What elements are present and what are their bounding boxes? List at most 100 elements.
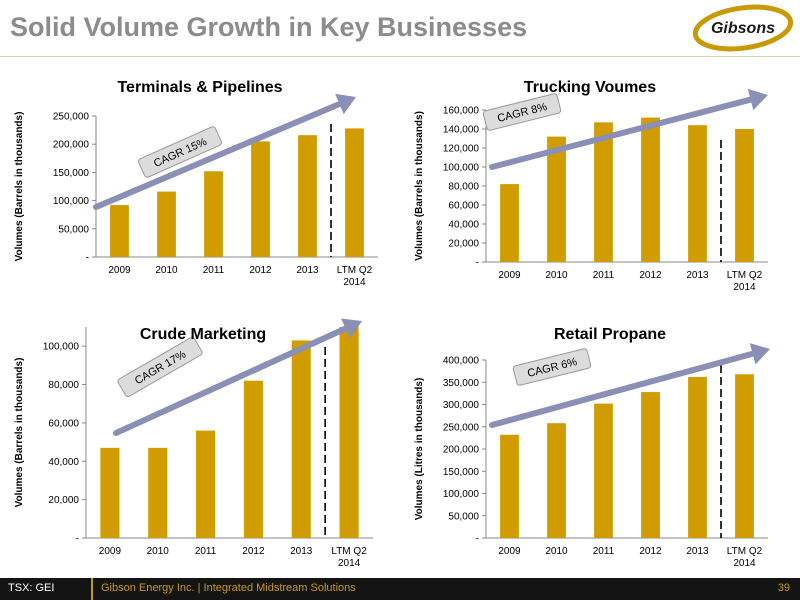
x-tick-label: 2014	[733, 282, 756, 293]
bar	[243, 380, 263, 538]
bar	[148, 447, 168, 538]
x-tick-label: LTM Q2	[331, 546, 367, 557]
chart-title: Crude Marketing	[140, 326, 266, 343]
footer-divider	[91, 578, 93, 600]
x-tick-label: 2013	[290, 546, 313, 557]
slide-title: Solid Volume Growth in Key Businesses	[10, 12, 528, 42]
y-tick-label: 100,000	[53, 196, 90, 207]
x-tick-label: 2009	[498, 270, 521, 281]
y-tick-label: 60,000	[448, 201, 479, 212]
x-tick-label: 2010	[545, 270, 568, 281]
y-tick-label: -	[476, 258, 479, 269]
footer-bar: TSX: GEI Gibson Energy Inc. | Integrated…	[0, 578, 800, 600]
trend-arrow	[489, 96, 754, 170]
y-axis-title: Volumes (Barrels in thousands)	[14, 112, 25, 262]
y-tick-label: 150,000	[53, 168, 90, 179]
bar	[157, 191, 176, 257]
y-tick-label: 250,000	[443, 422, 480, 433]
y-tick-label: 300,000	[443, 400, 480, 411]
y-tick-label: 100,000	[443, 163, 480, 174]
logo-ring-icon	[692, 4, 794, 52]
x-tick-label: 2013	[686, 270, 709, 281]
bar	[594, 403, 613, 538]
bar	[196, 430, 216, 538]
chart-title: Retail Propane	[554, 326, 666, 343]
bar	[641, 117, 660, 262]
bar	[345, 128, 364, 257]
footer-ticker: TSX: GEI	[8, 582, 55, 594]
x-tick-label: 2010	[147, 546, 170, 557]
cagr-label: CAGR 17%	[117, 336, 203, 398]
y-axis-title: Volumes (Barrels in thousands)	[14, 358, 25, 508]
chart-svg: - 20,000 40,000 60,000 80,000 100,000 120,000 1…	[414, 79, 768, 293]
y-tick-label: 200,000	[53, 140, 90, 151]
y-tick-label: 40,000	[448, 220, 479, 231]
chart-svg: - 20,000 40,000 60,000 80,000 100,000 2009 2010…	[14, 318, 373, 569]
bar	[251, 141, 270, 257]
y-tick-label: 20,000	[448, 239, 479, 250]
bar	[735, 374, 754, 538]
chart-trucking-volumes: - 20,000 40,000 60,000 80,000 100,000 120,000 1…	[400, 62, 800, 300]
y-tick-label: 200,000	[443, 445, 480, 456]
page-number: 39	[777, 582, 790, 594]
bar	[100, 447, 120, 538]
chart-svg: - 50,000 100,000 150,000 200,000 250,000 2009 2…	[14, 79, 378, 288]
x-tick-label: LTM Q2	[337, 265, 373, 276]
x-tick-label: 2011	[203, 265, 225, 276]
bar	[688, 125, 707, 262]
y-tick-label: 60,000	[48, 418, 79, 429]
chart-title: Terminals & Pipelines	[117, 79, 282, 96]
chart-terminals-pipelines: - 50,000 100,000 150,000 200,000 250,000 2009 2…	[0, 62, 400, 300]
cagr-label: CAGR 8%	[482, 93, 562, 131]
y-axis-title: Volumes (Litres in thousands)	[414, 378, 425, 521]
y-tick-label: 20,000	[48, 495, 79, 506]
arrow-head-icon	[341, 318, 362, 339]
x-tick-label: 2011	[593, 270, 615, 281]
arrow-head-icon	[747, 88, 768, 111]
chart-retail-propane: - 50,000 100,000 150,000 200,000 250,000 300,0…	[400, 315, 800, 578]
cagr-label: CAGR 6%	[512, 348, 592, 386]
bar	[339, 327, 359, 538]
bar	[500, 184, 519, 262]
x-tick-label: 2009	[498, 546, 521, 557]
y-axis-title: Volumes (Barrels in thousands)	[414, 111, 425, 261]
bar	[204, 171, 223, 257]
x-tick-label: LTM Q2	[727, 546, 763, 557]
x-tick-label: 2010	[545, 546, 568, 557]
trend-arrow	[489, 350, 756, 428]
x-tick-label: 2011	[593, 546, 615, 557]
chart-title: Trucking Voumes	[524, 79, 656, 96]
x-tick-label: 2013	[296, 265, 319, 276]
y-tick-label: -	[76, 534, 79, 545]
logo-text: Gibsons	[711, 20, 775, 37]
y-tick-label: 40,000	[48, 457, 79, 468]
x-tick-label: 2009	[99, 546, 122, 557]
trend-arrow	[93, 101, 343, 210]
x-tick-label: 2011	[195, 546, 217, 557]
x-tick-label: 2014	[343, 277, 366, 288]
y-tick-label: 140,000	[443, 125, 480, 136]
x-tick-label: 2012	[639, 270, 662, 281]
bar	[594, 122, 613, 262]
bar	[500, 434, 519, 538]
footer-company: Gibson Energy Inc. | Integrated Midstrea…	[101, 582, 356, 594]
x-tick-label: 2013	[686, 546, 709, 557]
x-tick-label: 2014	[733, 558, 756, 569]
bar	[688, 376, 707, 538]
bar	[110, 205, 129, 257]
gibsons-logo: Gibsons	[690, 2, 796, 54]
y-tick-label: -	[476, 534, 479, 545]
x-tick-label: 2012	[249, 265, 272, 276]
bar	[298, 135, 317, 257]
y-tick-label: 250,000	[53, 112, 90, 123]
y-tick-label: 350,000	[443, 378, 480, 389]
x-tick-label: 2010	[155, 265, 178, 276]
x-tick-label: 2012	[639, 546, 662, 557]
bar	[641, 392, 660, 538]
y-tick-label: 50,000	[58, 224, 89, 235]
arrow-head-icon	[749, 343, 770, 365]
y-tick-label: 80,000	[448, 182, 479, 193]
y-tick-label: 100,000	[443, 489, 480, 500]
y-tick-label: 120,000	[443, 144, 480, 155]
chart-svg: - 50,000 100,000 150,000 200,000 250,000 300,0…	[414, 326, 770, 569]
